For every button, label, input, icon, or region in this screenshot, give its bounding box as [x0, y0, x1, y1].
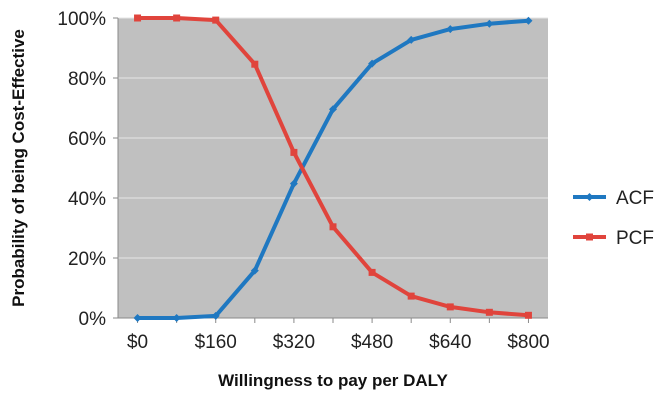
data-point-acf [407, 35, 416, 44]
x-axis-title: Willingness to pay per DALY [218, 371, 448, 390]
x-tick-label: $800 [507, 332, 549, 353]
data-point-acf [446, 25, 455, 34]
data-point-acf [211, 311, 220, 320]
legend-item-pcf: PCF [573, 228, 654, 249]
x-tick-label: $0 [127, 332, 148, 353]
series-pcf [134, 14, 532, 319]
data-point-pcf [251, 60, 259, 68]
y-tick-label: 100% [57, 9, 106, 30]
tick-labels: 0% 20% 40% 60% 80% 100% $0 $160 $320 $480 $640 $800 [57, 9, 549, 353]
data-point-pcf [524, 311, 532, 319]
y-tick-label: 60% [68, 129, 106, 150]
legend-marker-acf [585, 193, 594, 201]
y-tick-label: 40% [68, 189, 106, 210]
data-point-acf [250, 266, 259, 275]
data-point-acf [289, 179, 298, 188]
data-point-pcf [368, 268, 376, 276]
x-tick-label: $160 [195, 332, 237, 353]
legend-marker-pcf [586, 233, 593, 241]
x-tick-label: $320 [273, 332, 315, 353]
data-point-pcf [407, 292, 415, 300]
y-tick-label: 20% [68, 249, 106, 270]
legend: ACF PCF [573, 188, 654, 249]
data-point-acf [329, 105, 337, 114]
data-point-acf [172, 314, 181, 322]
data-point-pcf [446, 303, 454, 311]
y-axis-title: Probability of being Cost-Effective [9, 29, 28, 307]
data-point-pcf [329, 223, 337, 231]
y-tick-label: 80% [68, 69, 106, 90]
data-point-pcf [134, 14, 142, 22]
legend-item-acf: ACF [573, 188, 654, 209]
y-tick-label: 0% [79, 309, 107, 330]
data-point-acf [133, 314, 142, 322]
data-point-acf [485, 19, 494, 28]
plot-area [118, 18, 548, 318]
data-point-acf [368, 59, 377, 68]
x-tick-label: $480 [351, 332, 393, 353]
series-acf [133, 16, 533, 322]
x-tick-label: $640 [429, 332, 471, 353]
data-point-acf [524, 16, 533, 25]
legend-label-pcf: PCF [616, 228, 654, 249]
data-point-pcf [173, 14, 181, 22]
series-group [133, 14, 533, 322]
legend-label-acf: ACF [616, 188, 654, 209]
data-point-pcf [212, 16, 220, 24]
data-point-pcf [290, 148, 298, 156]
data-point-pcf [485, 308, 493, 316]
